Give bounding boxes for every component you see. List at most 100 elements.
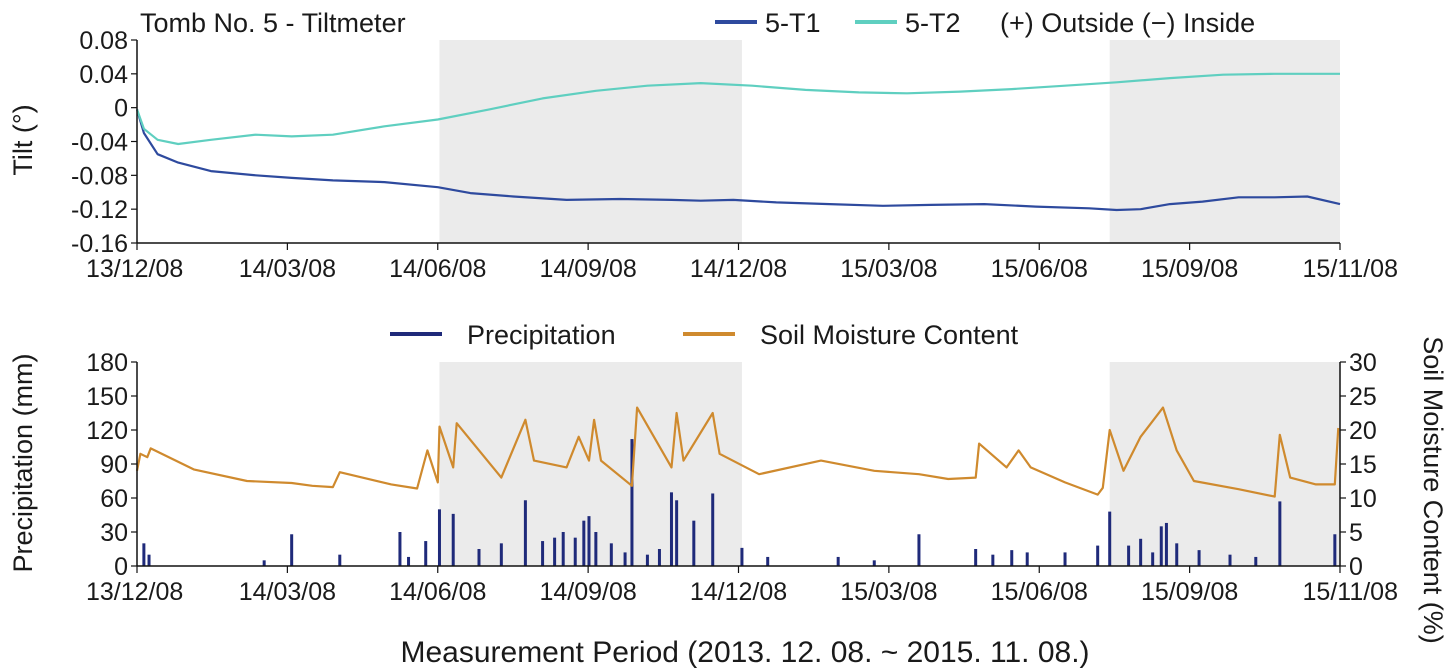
precipitation-bar xyxy=(437,509,441,566)
y-tick-label: 120 xyxy=(86,417,128,445)
precipitation-bar xyxy=(1127,545,1131,566)
x-axis-title: Measurement Period (2013. 12. 08. ~ 2015… xyxy=(400,636,1089,669)
y2-tick-label: 5 xyxy=(1349,519,1363,547)
precipitation-bar xyxy=(1108,511,1112,566)
y2-tick-label: 10 xyxy=(1349,485,1377,513)
y-tick-label: -0.08 xyxy=(71,162,128,190)
precipitation-bar xyxy=(338,554,342,566)
x-tick-label: 13/12/08 xyxy=(86,255,183,283)
top-series-lines xyxy=(135,72,1341,212)
precipitation-bar xyxy=(974,549,978,566)
x-tick-label: 14/09/08 xyxy=(539,255,636,283)
series-line-5-t1 xyxy=(135,109,1341,212)
precipitation-bar xyxy=(398,532,402,566)
precipitation-bar xyxy=(1096,545,1100,566)
precipitation-bar xyxy=(1010,550,1014,566)
x-tick-label: 15/03/08 xyxy=(840,578,937,606)
precipitation-bar xyxy=(290,534,294,566)
precipitation-bar xyxy=(142,543,146,566)
x-tick-label: 15/11/08 xyxy=(1303,255,1398,283)
precipitation-bar xyxy=(582,520,586,566)
precipitation-bar xyxy=(1063,552,1067,566)
top-shaded-periods xyxy=(439,40,1340,243)
precipitation-bar xyxy=(1278,501,1282,566)
precipitation-bar xyxy=(1175,543,1179,566)
precipitation-bar xyxy=(424,541,428,566)
y-tick-label: 90 xyxy=(100,451,128,479)
x-tick-label: 15/06/08 xyxy=(991,255,1088,283)
precipitation-bar xyxy=(587,516,591,566)
top-legend: 5-T1 5-T2 (+) Outside (−) Inside xyxy=(715,8,1255,38)
precipitation-bar xyxy=(451,513,455,566)
soil-moisture-axis-title: Soil Moisture Content (%) xyxy=(1418,336,1448,644)
shaded-period-2 xyxy=(1109,40,1340,243)
shaded-period-2 xyxy=(1109,362,1340,566)
top-axes xyxy=(131,39,1341,250)
y-tick-label: 0.04 xyxy=(79,61,128,89)
precipitation-bar xyxy=(991,554,995,566)
bottom-shaded-periods xyxy=(439,362,1340,566)
x-tick-label: 14/09/08 xyxy=(539,578,636,606)
x-tick-label: 15/09/08 xyxy=(1141,255,1238,283)
precipitation-bar xyxy=(917,534,921,566)
precipitation-bar xyxy=(541,541,545,566)
precipitation-bar xyxy=(1164,522,1168,566)
precipitation-bar xyxy=(1025,552,1029,566)
y2-tick-label: 0 xyxy=(1349,553,1363,581)
precipitation-bar xyxy=(692,520,696,566)
bottom-legend: Precipitation Soil Moisture Content xyxy=(390,320,1019,350)
y-tick-label: 30 xyxy=(100,519,128,547)
y2-tick-label: 15 xyxy=(1349,451,1377,479)
precipitation-bar xyxy=(1333,534,1337,566)
series-line-soil-moisture-content xyxy=(135,406,1340,498)
precipitation-bar xyxy=(594,532,598,566)
precipitation-bar xyxy=(872,560,876,566)
precipitation-bar xyxy=(1139,538,1143,566)
x-tick-label: 15/06/08 xyxy=(991,578,1088,606)
legend-label: 5-T1 xyxy=(765,8,821,38)
legend-note: (+) Outside (−) Inside xyxy=(1000,8,1255,38)
precipitation-bar xyxy=(675,500,679,566)
precipitation-axis-title: Precipitation (mm) xyxy=(8,353,38,572)
precipitation-bar xyxy=(836,556,840,566)
precipitation-bar xyxy=(623,552,627,566)
legend-label: Precipitation xyxy=(467,320,616,350)
precipitation-bar xyxy=(1254,556,1258,566)
x-tick-label: 14/03/08 xyxy=(239,578,336,606)
legend-label: Soil Moisture Content xyxy=(760,320,1019,350)
precipitation-bar xyxy=(561,532,565,566)
y-tick-label: 180 xyxy=(86,349,128,377)
y-tick-label: 0 xyxy=(114,553,128,581)
precipitation-bar xyxy=(657,549,661,566)
y-tick-label: 0.08 xyxy=(79,27,128,55)
y-tick-label: 0 xyxy=(114,95,128,123)
x-tick-label: 13/12/08 xyxy=(86,578,183,606)
precipitation-bar xyxy=(740,547,744,566)
precipitation-bar xyxy=(523,500,527,566)
precipitation-bar xyxy=(766,556,770,566)
precipitation-bar xyxy=(1197,550,1201,566)
y-tick-label: -0.12 xyxy=(71,196,128,224)
legend-label: 5-T2 xyxy=(905,8,961,38)
precipitation-bar xyxy=(573,537,577,566)
precipitation-bar xyxy=(262,560,266,566)
y2-tick-label: 20 xyxy=(1349,417,1377,445)
y2-tick-label: 25 xyxy=(1349,383,1377,411)
x-tick-label: 15/09/08 xyxy=(1141,578,1238,606)
y2-tick-label: 30 xyxy=(1349,349,1377,377)
top-y-axis-title: Tilt (°) xyxy=(8,104,38,175)
x-tick-label: 14/03/08 xyxy=(239,255,336,283)
x-tick-label: 14/12/08 xyxy=(690,578,787,606)
shaded-period-1 xyxy=(439,40,742,243)
precipitation-bar xyxy=(1151,552,1155,566)
precipitation-bar xyxy=(669,492,673,566)
y-tick-label: -0.04 xyxy=(71,129,128,157)
precipitation-bar xyxy=(645,554,649,566)
shaded-period-1 xyxy=(439,362,742,566)
x-tick-label: 15/03/08 xyxy=(840,255,937,283)
precipitation-bar xyxy=(630,439,634,566)
